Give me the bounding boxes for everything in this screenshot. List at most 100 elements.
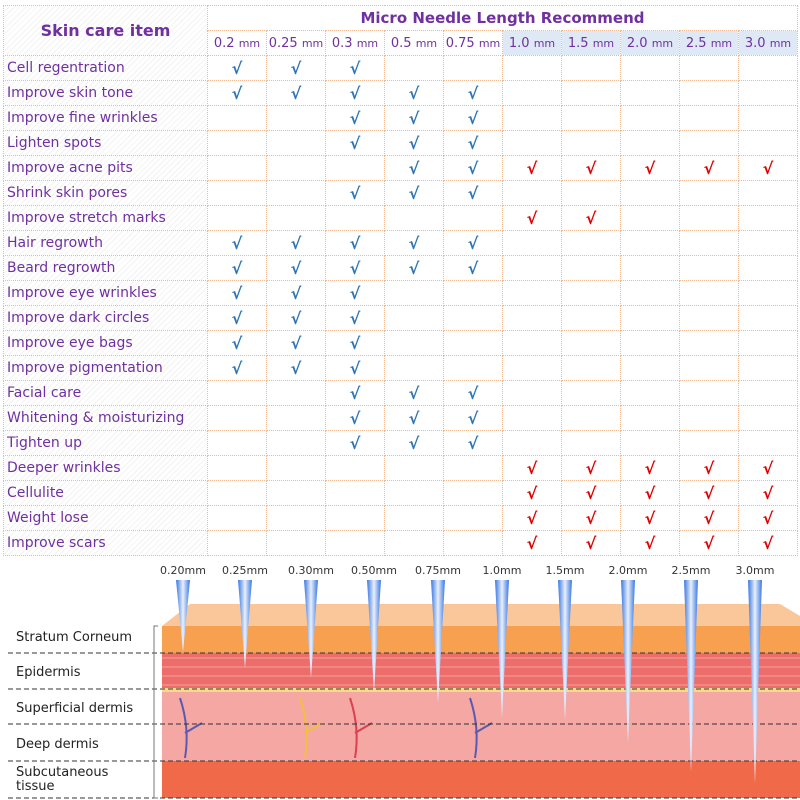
check-icon: √ [443,130,503,156]
empty-cell [207,505,267,531]
empty-cell [561,80,621,106]
empty-cell [738,80,798,106]
table-row: Facial care √ √ √ [3,380,798,406]
column-header-1.0: 1.0 mm [502,30,562,56]
empty-cell [738,305,798,331]
empty-cell [443,505,503,531]
empty-cell [679,80,739,106]
empty-cell [266,505,326,531]
table-row: Deeper wrinkles √ √ √ √ √ [3,455,798,481]
empty-cell [384,330,444,356]
skin-care-item: Deeper wrinkles [3,455,208,481]
empty-cell [561,430,621,456]
skin-care-item: Shrink skin pores [3,180,208,206]
empty-cell [679,355,739,381]
column-unit: mm [533,36,556,50]
empty-cell [679,280,739,306]
empty-cell [502,280,562,306]
empty-cell [502,430,562,456]
empty-cell [502,330,562,356]
empty-cell [207,530,267,556]
check-icon: √ [384,180,444,206]
check-icon: √ [207,230,267,256]
check-icon: √ [384,430,444,456]
check-icon: √ [443,255,503,281]
empty-cell [266,430,326,456]
needle-icon [238,580,252,668]
empty-cell [502,405,562,431]
check-icon: √ [207,305,267,331]
needle-length-label: 2.0mm [609,564,648,577]
check-icon: √ [561,505,621,531]
check-icon: √ [561,455,621,481]
empty-cell [738,180,798,206]
table-row: Improve stretch marks √ √ [3,205,798,231]
column-length: 0.2 [213,35,235,51]
empty-cell [620,180,680,206]
check-icon: √ [325,130,385,156]
check-icon: √ [679,530,739,556]
empty-cell [620,405,680,431]
skin-care-item: Improve fine wrinkles [3,105,208,131]
empty-cell [207,155,267,181]
needle-length-label: 1.0mm [483,564,522,577]
empty-cell [443,455,503,481]
empty-cell [443,530,503,556]
check-icon: √ [502,155,562,181]
check-icon: √ [266,55,326,81]
check-icon: √ [443,380,503,406]
skin-care-item: Improve eye bags [3,330,208,356]
check-icon: √ [325,405,385,431]
check-icon: √ [620,455,680,481]
column-header-0.75: 0.75 mm [443,30,503,56]
check-icon: √ [325,55,385,81]
vessel-icon [469,697,493,759]
skin-care-item: Improve scars [3,530,208,556]
column-header-0.2: 0.2 mm [207,30,267,56]
table-row: Whitening & moisturizing √ √ √ [3,405,798,431]
column-unit: mm [478,36,501,50]
check-icon: √ [502,455,562,481]
empty-cell [620,355,680,381]
column-unit: mm [301,36,324,50]
layer-label: Superficial dermis [16,701,133,716]
empty-cell [266,155,326,181]
empty-cell [384,280,444,306]
empty-cell [620,230,680,256]
check-icon: √ [384,380,444,406]
column-length: 0.5 [390,35,412,51]
column-header-3.0: 3.0 mm [738,30,798,56]
check-icon: √ [620,530,680,556]
layer-label: tissue [16,779,55,794]
empty-cell [620,305,680,331]
empty-cell [679,380,739,406]
table-row: Weight lose √ √ √ √ √ [3,505,798,531]
column-header-0.5: 0.5 mm [384,30,444,56]
skin-care-item: Weight lose [3,505,208,531]
empty-cell [679,305,739,331]
empty-cell [207,380,267,406]
stratum-corneum-layer [162,626,800,653]
needle-length-label: 0.75mm [415,564,461,577]
empty-cell [207,130,267,156]
check-icon: √ [266,280,326,306]
empty-cell [620,55,680,81]
empty-cell [620,280,680,306]
check-icon: √ [738,155,798,181]
check-icon: √ [561,530,621,556]
skin-care-item: Beard regrowth [3,255,208,281]
table-row: Improve eye bags √ √ √ [3,330,798,356]
check-icon: √ [384,105,444,131]
table-row: Improve acne pits √ √ √ √ √ √ √ [3,155,798,181]
empty-cell [325,530,385,556]
check-icon: √ [325,105,385,131]
empty-cell [325,155,385,181]
superficial-dermis-layer [162,689,800,724]
empty-cell [738,255,798,281]
column-length: 0.25 [268,35,298,51]
empty-cell [679,230,739,256]
empty-cell [679,105,739,131]
layer-bracket [153,625,158,799]
empty-cell [738,430,798,456]
empty-cell [266,205,326,231]
